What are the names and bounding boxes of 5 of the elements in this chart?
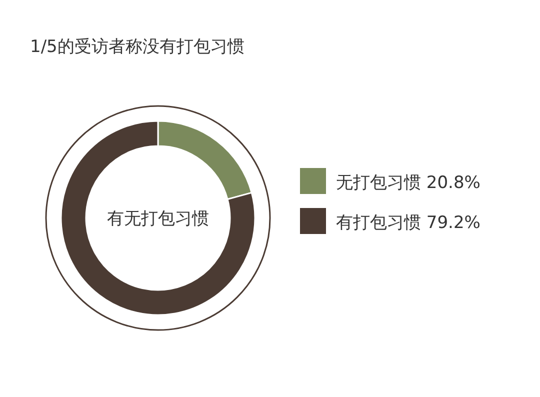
text: 有无打包习惯 bbox=[107, 209, 209, 229]
legend-label: 无打包习惯 20.8% bbox=[336, 173, 480, 193]
donut-slice bbox=[60, 120, 256, 316]
chart-title: 1/5的受访者称没有打包习惯 bbox=[30, 37, 244, 57]
legend-label: 有打包习惯 79.2% bbox=[336, 213, 480, 233]
